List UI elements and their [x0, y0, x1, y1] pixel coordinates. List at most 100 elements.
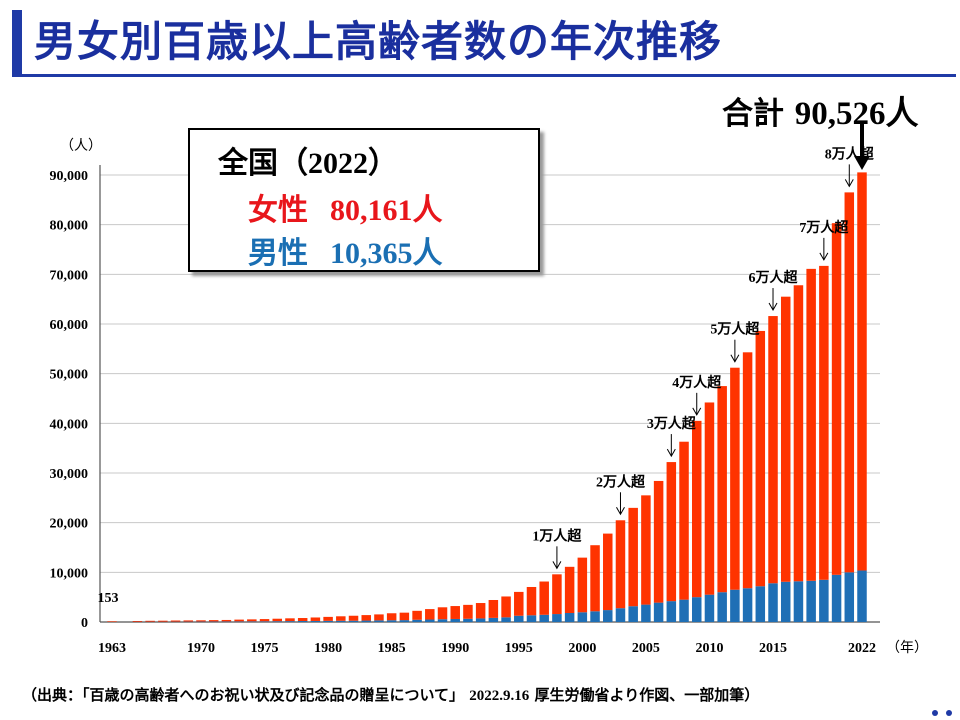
bar-female	[780, 296, 791, 582]
title-accent-bar	[12, 10, 22, 74]
bar-male	[310, 620, 321, 622]
bar-male	[399, 620, 410, 622]
bar-male	[641, 604, 651, 622]
bar-male	[844, 572, 855, 622]
bar-male	[603, 610, 613, 622]
bar-male	[285, 621, 295, 622]
bar-female	[183, 620, 194, 622]
bar-female	[793, 285, 804, 582]
bar-male	[768, 583, 778, 622]
total-label: 合計 90,526人	[722, 86, 919, 134]
annotation-label: 3万人超	[647, 415, 697, 432]
bar-female	[297, 618, 308, 622]
y-tick-label: 40,000	[50, 417, 89, 432]
annotation-arrowhead	[666, 448, 676, 458]
total-arrowhead	[854, 156, 870, 170]
source-prefix: （出典：「百歳の高齢者へのお祝い状及び記念品の贈呈について」	[22, 686, 465, 704]
bar-male	[615, 608, 626, 622]
bar-female	[285, 618, 295, 622]
first-value-label: 153	[98, 591, 119, 606]
bar-male	[488, 617, 499, 622]
bar-male	[425, 619, 435, 622]
bar-female	[488, 599, 499, 618]
bar-female	[539, 581, 549, 615]
bar-female	[691, 420, 702, 598]
bar-female	[425, 609, 435, 620]
bar-male	[374, 620, 384, 622]
bar-female	[857, 172, 867, 571]
annotation-label: 1万人超	[532, 527, 582, 544]
bar-male	[297, 621, 308, 622]
annotation-arrowhead	[730, 354, 740, 363]
bar-female	[717, 386, 727, 593]
bar-male	[361, 620, 371, 622]
bar-female	[221, 619, 232, 622]
y-tick-label: 30,000	[50, 467, 89, 482]
bar-female	[730, 367, 740, 590]
x-tick-label: 1990	[441, 641, 469, 656]
bar-female	[564, 566, 575, 614]
bar-female	[590, 545, 600, 612]
summary-heading-year: 2022	[308, 147, 368, 180]
y-tick-label: 70,000	[50, 268, 89, 283]
bar-female	[272, 618, 283, 622]
bar-male	[704, 594, 715, 622]
source-suffix: 厚生労働省より作図、一部加筆）	[534, 686, 760, 704]
bar-male	[666, 601, 677, 622]
bar-female	[336, 616, 346, 621]
x-axis-unit-label: （年）	[886, 640, 928, 656]
bar-male	[857, 570, 867, 622]
bar-female	[234, 619, 244, 622]
source-date: 2022.9.16	[469, 688, 530, 704]
x-tick-label: 1963	[98, 641, 126, 656]
bar-male	[221, 621, 232, 622]
bar-male	[386, 620, 397, 622]
bar-female	[628, 507, 638, 607]
bar-female	[704, 402, 715, 595]
bar-female	[641, 495, 651, 605]
bar-male	[234, 621, 244, 622]
annotation-label: 5万人超	[710, 321, 760, 338]
summary-heading: 全国（2022）	[218, 138, 398, 182]
x-tick-label: 1980	[314, 641, 342, 656]
x-tick-label: 2005	[632, 641, 660, 656]
bar-male	[539, 614, 549, 622]
x-tick-label: 2015	[759, 641, 787, 656]
bar-female	[819, 265, 829, 580]
bar-male	[514, 615, 524, 622]
x-tick-label: 2010	[695, 641, 723, 656]
bar-female	[247, 619, 257, 622]
summary-female: 女性 80,161人	[248, 185, 443, 229]
y-axis-unit-label: （人）	[60, 138, 102, 154]
corner-dot	[946, 710, 952, 716]
bar-female	[475, 603, 486, 619]
x-tick-label: 1985	[378, 641, 406, 656]
bar-male	[259, 621, 270, 622]
annotation-arrowhead	[819, 252, 829, 261]
bar-female	[806, 268, 816, 581]
summary-male: 男性 10,365人	[248, 228, 443, 272]
bar-male	[412, 619, 422, 622]
x-tick-label: 1970	[187, 641, 215, 656]
bar-male	[336, 620, 346, 622]
annotation-arrowhead	[552, 561, 562, 570]
annotation-arrowhead	[692, 407, 702, 416]
bar-male	[679, 599, 689, 622]
bar-male	[437, 619, 448, 622]
bar-male	[552, 614, 562, 622]
page-title: 男女別百歳以上高齢者数の年次推移	[34, 17, 723, 66]
bar-male	[463, 618, 473, 622]
title-underline	[12, 74, 956, 77]
bar-male	[691, 597, 702, 622]
annotation-label: 7万人超	[799, 219, 849, 236]
bar-female	[653, 480, 664, 603]
bar-female	[501, 596, 511, 618]
bar-female	[132, 621, 143, 622]
y-tick-label: 0	[81, 616, 88, 631]
summary-heading-suffix: ）	[368, 146, 398, 181]
x-tick-label: 2000	[568, 641, 596, 656]
bar-female	[615, 520, 626, 609]
bar-female	[666, 462, 677, 602]
annotation-arrowhead	[844, 179, 854, 188]
x-tick-label: 2022	[848, 641, 876, 656]
